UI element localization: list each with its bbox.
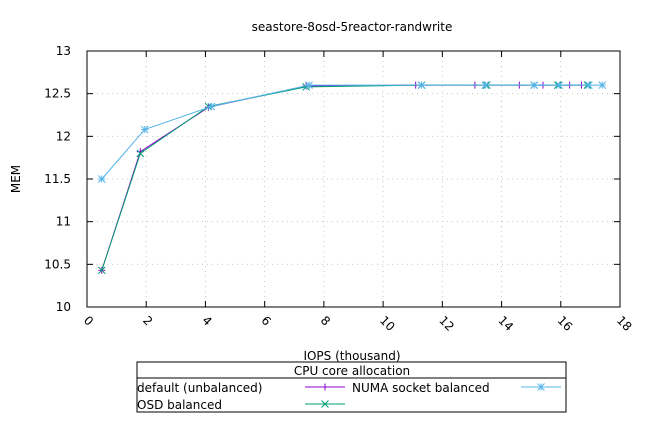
x-axis-label: IOPS (thousand)	[303, 349, 400, 363]
series-numa-socket-balanced	[97, 81, 607, 183]
x-tick-label: 6	[259, 313, 274, 328]
marker-stroke	[207, 102, 216, 111]
plot-border	[86, 50, 621, 308]
marker-stroke	[97, 266, 106, 275]
legend-box	[136, 361, 567, 413]
y-tick-label: 10	[56, 300, 71, 314]
axes: 0 2 4 6 8 10 12 14 16 18 10 10.5 11 11.5 12 12.5 13	[44, 44, 634, 334]
legend-label-osd: OSD balanced	[137, 398, 222, 412]
x-tick-label: 8	[318, 313, 333, 328]
data-point	[97, 266, 106, 275]
x-tick-label: 18	[614, 313, 635, 334]
marker-stroke	[555, 81, 564, 89]
marker-stroke	[136, 149, 145, 158]
legend-label-default: default (unbalanced)	[137, 381, 262, 395]
series-default-unbalanced-	[98, 81, 586, 274]
x-tick-label: 2	[140, 313, 155, 328]
data-point	[555, 81, 564, 89]
marker-stroke	[305, 81, 313, 89]
data-point	[481, 81, 490, 89]
grid	[87, 51, 620, 307]
data-point	[97, 175, 106, 183]
y-tick-label: 11	[56, 215, 71, 229]
legend: CPU core allocation default (unbalanced)…	[136, 361, 567, 413]
data-point	[530, 81, 538, 89]
marker-stroke	[417, 81, 426, 89]
chart-title: seastore-8osd-5reactor-randwrite	[252, 20, 453, 34]
series-line	[101, 84, 588, 271]
legend-title: CPU core allocation	[294, 364, 410, 378]
x-tick-label: 12	[436, 313, 457, 334]
y-tick-label: 11.5	[44, 172, 71, 186]
series-osd-balanced	[97, 81, 592, 275]
data-point	[140, 125, 149, 134]
data-point	[585, 81, 593, 89]
marker-stroke	[97, 175, 106, 183]
y-tick-label: 13	[56, 44, 71, 58]
marker-stroke	[140, 125, 149, 134]
data-point	[537, 383, 545, 391]
marker-stroke	[321, 400, 329, 408]
legend-label-numa: NUMA socket balanced	[352, 381, 490, 395]
y-tick-label: 10.5	[44, 257, 71, 271]
series-line	[101, 84, 603, 180]
y-tick-label: 12	[56, 129, 71, 143]
x-tick-label: 14	[495, 313, 516, 334]
x-tick-label: 4	[199, 313, 214, 328]
x-tick-label: 16	[555, 313, 576, 334]
series-layer	[97, 81, 607, 275]
data-point	[417, 81, 426, 89]
y-tick-label: 12.5	[44, 87, 71, 101]
marker-stroke	[585, 81, 593, 89]
data-point	[321, 400, 329, 408]
series-line	[101, 84, 582, 271]
data-point	[136, 149, 145, 158]
x-tick-label: 10	[377, 313, 398, 334]
data-point	[598, 81, 607, 89]
data-point	[321, 383, 329, 391]
marker-stroke	[481, 81, 490, 89]
data-point	[305, 81, 313, 89]
x-tick-label: 0	[81, 313, 96, 328]
marker-stroke	[537, 383, 545, 391]
marker-stroke	[530, 81, 538, 89]
y-axis-label: MEM	[9, 165, 23, 193]
marker-stroke	[598, 81, 607, 89]
data-point	[207, 102, 216, 111]
